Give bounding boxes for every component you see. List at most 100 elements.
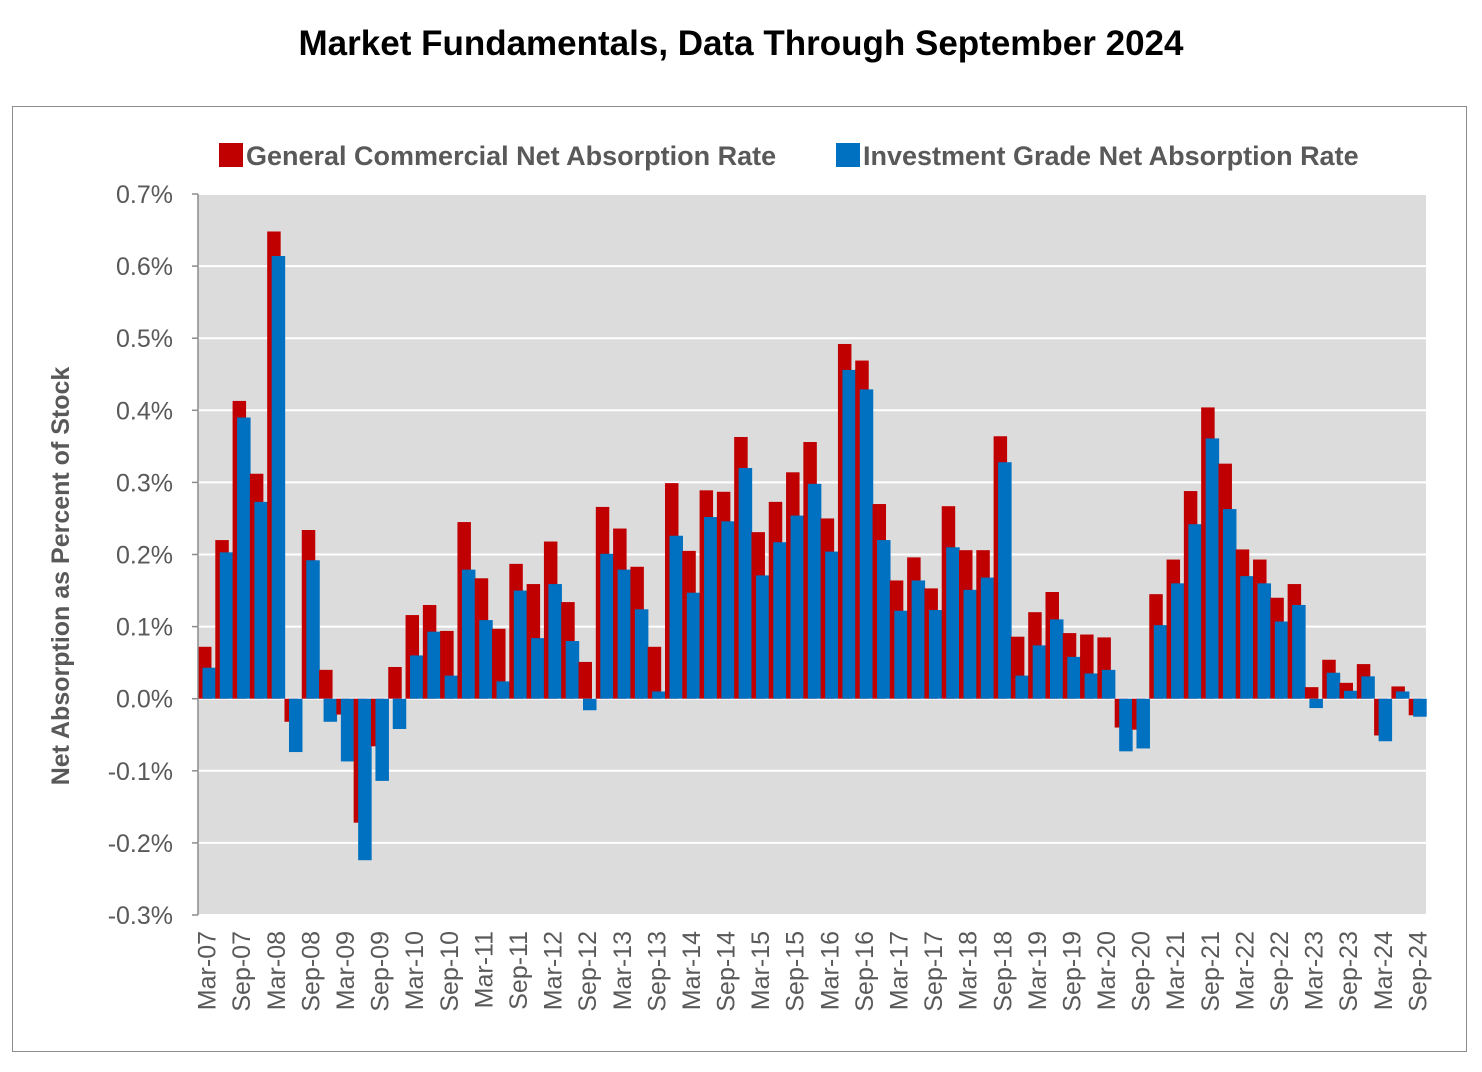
x-tick-label: Sep-19	[1058, 931, 1086, 1012]
bar-investment	[583, 698, 597, 711]
x-tick-label: Mar-19	[1024, 931, 1052, 1010]
bar-investment	[825, 551, 839, 699]
bar-investment	[1274, 621, 1289, 699]
bar-investment	[1395, 691, 1410, 699]
bar-investment	[323, 698, 338, 722]
bar-investment	[496, 681, 511, 699]
x-tick-label: Mar-24	[1370, 931, 1398, 1010]
bar-investment	[288, 698, 303, 753]
bar-general	[492, 628, 506, 699]
bar-investment	[1015, 675, 1029, 699]
legend-swatch-general	[219, 143, 243, 167]
x-tick-label: Mar-23	[1301, 931, 1329, 1010]
bar-investment	[877, 540, 891, 699]
legend-label-general: General Commercial Net Absorption Rate	[246, 141, 776, 171]
bar-investment	[358, 698, 372, 861]
x-tick-label: Mar-16	[816, 931, 844, 1010]
bar-investment	[790, 515, 805, 699]
bar-investment	[237, 417, 251, 699]
bar-investment	[738, 467, 753, 699]
y-tick-label: 0.2%	[116, 542, 173, 570]
bar-investment	[1084, 673, 1099, 699]
bar-investment	[444, 675, 459, 699]
bar-investment	[617, 569, 632, 699]
x-tick-label: Mar-18	[955, 931, 983, 1010]
y-tick-label: 0.7%	[116, 181, 173, 209]
x-tick-label: Mar-08	[263, 931, 291, 1010]
y-tick-label: -0.1%	[108, 758, 173, 786]
bar-investment	[219, 552, 234, 699]
bar-investment	[1326, 672, 1341, 699]
bars	[198, 231, 1427, 861]
bar-investment	[1032, 645, 1047, 699]
bar-investment	[1205, 438, 1220, 699]
y-ticks: 0.7% 0.6% 0.5% 0.4% 0.3% 0.2% 0.1% 0.0% -0.1% -0.…	[108, 181, 198, 930]
bar-investment	[600, 553, 614, 699]
x-tick-label: Sep-08	[297, 931, 325, 1012]
y-tick-label: 0.4%	[116, 397, 173, 425]
bar-general	[578, 661, 592, 699]
bar-investment	[963, 589, 977, 699]
x-tick-label: Sep-22	[1266, 931, 1294, 1012]
bar-investment	[1413, 698, 1427, 717]
legend: General Commercial Net Absorption Rate I…	[219, 141, 1359, 171]
bar-investment	[894, 610, 908, 699]
x-tick-label: Mar-13	[609, 931, 637, 1010]
bar-investment	[704, 517, 718, 699]
bar-investment	[340, 698, 355, 762]
bar-investment	[1292, 604, 1306, 699]
bar-investment	[427, 631, 441, 699]
bar-investment	[755, 575, 770, 699]
bar-investment	[410, 655, 424, 699]
bar-investment	[1378, 698, 1393, 742]
bar-investment	[842, 369, 856, 699]
bar-investment	[911, 580, 926, 699]
x-tick-label: Mar-07	[194, 931, 222, 1010]
x-tick-label: Sep-18	[989, 931, 1017, 1012]
x-tick-label: Mar-22	[1231, 931, 1259, 1010]
x-tick-label: Sep-14	[713, 931, 741, 1012]
x-tick-label: Sep-20	[1128, 931, 1156, 1012]
bar-investment	[1136, 698, 1150, 749]
x-tick-label: Sep-13	[643, 931, 671, 1012]
bar-investment	[1119, 698, 1133, 752]
y-tick-label: 0.6%	[116, 253, 173, 281]
bar-investment	[513, 590, 528, 699]
x-tick-label: Mar-14	[678, 931, 706, 1010]
bar-investment	[254, 501, 268, 699]
bar-investment	[1188, 524, 1202, 699]
bar-investment	[773, 542, 787, 699]
x-tick-label: Sep-24	[1404, 931, 1432, 1012]
x-tick-label: Mar-10	[401, 931, 429, 1010]
bar-investment	[565, 641, 580, 699]
bar-investment	[686, 592, 701, 699]
bar-investment	[392, 698, 407, 729]
legend-swatch-investment	[836, 143, 860, 167]
bar-investment	[859, 389, 874, 699]
bar-investment	[1101, 669, 1116, 699]
bar-investment	[461, 569, 476, 699]
x-tick-label: Sep-16	[851, 931, 879, 1012]
x-tick-label: Mar-17	[885, 931, 913, 1010]
bar-investment	[1171, 583, 1185, 699]
x-tick-label: Mar-20	[1093, 931, 1121, 1010]
bar-investment	[721, 521, 735, 699]
x-tick-label: Sep-15	[782, 931, 810, 1012]
bar-investment	[1257, 583, 1272, 699]
bar-general	[388, 666, 402, 699]
bar-investment	[306, 560, 320, 699]
bar-investment	[1067, 656, 1081, 699]
bar-investment	[531, 638, 545, 699]
bar-investment	[928, 610, 943, 699]
legend-label-investment: Investment Grade Net Absorption Rate	[863, 141, 1359, 171]
x-tick-label: Sep-10	[436, 931, 464, 1012]
x-ticks: Mar-07 Sep-07 Mar-08 Sep-08 Mar-09 Sep-09 Mar-…	[194, 931, 1433, 1012]
bar-investment	[1222, 509, 1237, 699]
bar-investment	[652, 691, 666, 699]
x-tick-label: Sep-09	[367, 931, 395, 1012]
bar-investment	[271, 256, 286, 699]
x-tick-label: Mar-21	[1162, 931, 1190, 1010]
bar-investment	[479, 620, 493, 699]
bar-investment	[375, 698, 389, 781]
